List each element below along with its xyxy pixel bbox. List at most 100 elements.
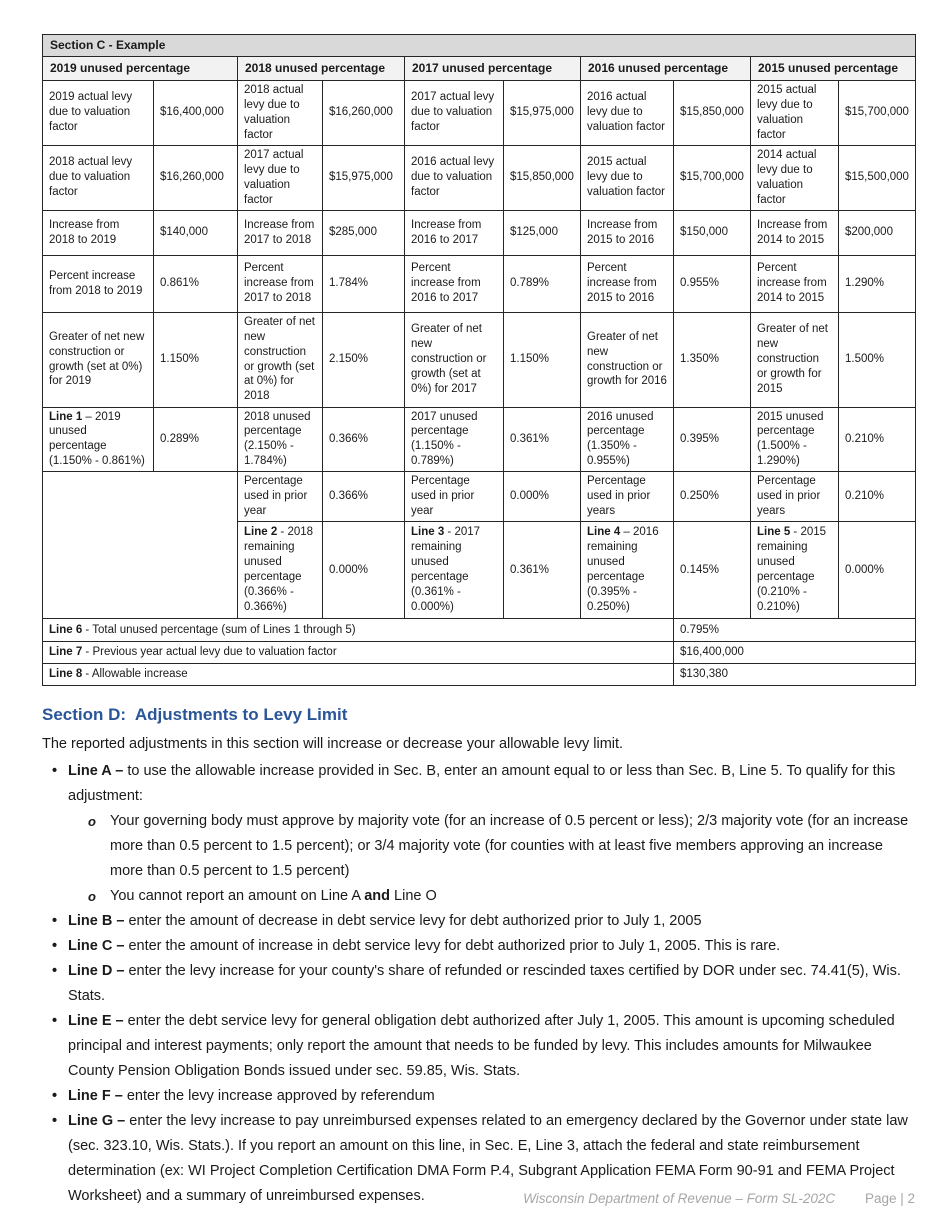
table-cell: $285,000 <box>322 209 405 256</box>
bullet-list: • Line A – to use the allowable increase … <box>42 759 916 1209</box>
table-row: Percentage used in prior year 0.366% Perce… <box>42 471 916 620</box>
table-cell: $15,850,000 <box>673 80 751 146</box>
table-cell: Percentage used in prior year <box>404 471 504 523</box>
table-cell: 2015 unused percentage (1.500% - 1.290%) <box>750 406 839 473</box>
bullet-text: Your governing body must approve by majo… <box>110 813 909 880</box>
section-c-table: Section C - Example 2019 unused percenta… <box>42 34 916 687</box>
table-cell: $15,700,000 <box>673 144 751 211</box>
bullet-text: Line D – enter the levy increase for you… <box>68 963 901 1005</box>
intro-paragraph: The reported adjustments in this section… <box>42 736 624 753</box>
bullet-marker: • <box>52 938 58 955</box>
table-cell: 1.290% <box>838 254 916 313</box>
table-cell: Percentage used in prior years <box>750 471 839 523</box>
col-header-2018: 2018 unused percentage <box>237 56 405 81</box>
table-cell: $15,850,000 <box>503 144 581 211</box>
section-d-heading: Section D: Adjustments to Levy Limit <box>42 705 348 725</box>
table-cell: 2015 actual levy due to valuation factor <box>580 144 674 211</box>
table-row: Line 8 - Allowable increase $130,380 <box>42 663 916 687</box>
table-cell: Increase from 2016 to 2017 <box>404 209 504 256</box>
bullet-text: Line F – enter the levy increase approve… <box>68 1088 435 1105</box>
table-cell: Increase from 2018 to 2019 <box>42 209 154 256</box>
table-row: Percent increase from 2018 to 2019 0.861%… <box>42 254 916 313</box>
table-cell: 0.789% <box>503 254 581 313</box>
table-row: Line 1 – 2019 unused percentage (1.150% … <box>42 406 916 473</box>
bullet-item: • Line B – enter the amount of decrease i… <box>52 909 916 934</box>
table-cell: $16,400,000 <box>153 80 238 146</box>
bullet-marker: • <box>52 1113 58 1130</box>
table-cell: $200,000 <box>838 209 916 256</box>
table-cell: 2019 actual levy due to valuation factor <box>42 80 154 146</box>
table-cell: $15,500,000 <box>838 144 916 211</box>
table-cell: 0.000% <box>838 521 916 620</box>
table-cell: 0.955% <box>673 254 751 313</box>
table-cell: Percent increase from 2014 to 2015 <box>750 254 839 313</box>
col-header-2016: 2016 unused percentage <box>580 56 751 81</box>
table-cell: Percent increase from 2017 to 2018 <box>237 254 323 313</box>
section-d: Section D: Adjustments to Levy Limit The… <box>42 704 916 1209</box>
bullet-marker: o <box>88 889 96 905</box>
table-cell: Line 2 - 2018 remaining unused percentag… <box>237 521 323 620</box>
table-cell: 2016 actual levy due to valuation factor <box>404 144 504 211</box>
table-cell: $16,260,000 <box>322 80 405 146</box>
footer-page-number: Page | 2 <box>864 1191 915 1206</box>
footer-form-name: Wisconsin Department of Revenue – Form S… <box>523 1191 836 1206</box>
bullet-marker: • <box>52 913 58 930</box>
table-cell: Line 7 - Previous year actual levy due t… <box>42 641 674 665</box>
table-cell: 0.795% <box>673 618 916 643</box>
table-cell: $125,000 <box>503 209 581 256</box>
table-cell: 0.395% <box>673 406 751 473</box>
table-cell: 2018 actual levy due to valuation factor <box>237 80 323 146</box>
table-cell: 0.289% <box>153 406 238 473</box>
bullet-item: • Line A – to use the allowable increase … <box>52 759 916 809</box>
table-cell: 2016 unused percentage (1.350% - 0.955%) <box>580 406 674 473</box>
table-cell: Percentage used in prior years <box>580 471 674 523</box>
table-cell: 2015 actual levy due to valuation factor <box>750 80 839 146</box>
bullet-marker: • <box>52 1088 58 1105</box>
table-cell: $150,000 <box>673 209 751 256</box>
table-row: 2018 actual levy due to valuation factor… <box>42 144 916 211</box>
table-row: 2019 actual levy due to valuation factor… <box>42 80 916 146</box>
table-column-header-row: 2019 unused percentage 2018 unused perce… <box>42 56 916 81</box>
table-cell: 2018 unused percentage (2.150% - 1.784%) <box>237 406 323 473</box>
table-cell: Greater of net new construction or growt… <box>42 311 154 408</box>
table-cell: Line 6 - Total unused percentage (sum of… <box>42 618 674 643</box>
bullet-marker: o <box>88 814 96 830</box>
col-header-2019: 2019 unused percentage <box>42 56 238 81</box>
table-cell: Increase from 2015 to 2016 <box>580 209 674 256</box>
sub-bullet-item: o Your governing body must approve by maj… <box>88 809 916 884</box>
bullet-text: Line C – enter the amount of increase in… <box>68 938 781 955</box>
table-cell: $16,260,000 <box>153 144 238 211</box>
bullet-item: • Line G – enter the levy increase to pay… <box>52 1109 916 1209</box>
table-cell: Increase from 2014 to 2015 <box>750 209 839 256</box>
table-cell: $15,700,000 <box>838 80 916 146</box>
bullet-text: Line B – enter the amount of decrease in… <box>68 913 702 930</box>
bullet-item: • Line D – enter the levy increase for yo… <box>52 959 916 1009</box>
table-cell: Increase from 2017 to 2018 <box>237 209 323 256</box>
table-cell: Line 5 - 2015 remaining unused percentag… <box>750 521 839 620</box>
table-cell: Line 4 – 2016 remaining unused percentag… <box>580 521 674 620</box>
bullet-text: You cannot report an amount on Line A an… <box>110 888 437 905</box>
table-cell: Percentage used in prior year <box>237 471 323 523</box>
bullet-text: Line A – to use the allowable increase p… <box>68 763 896 805</box>
bullet-marker: • <box>52 1013 58 1030</box>
table-cell: 0.366% <box>322 471 405 523</box>
table-cell: 2.150% <box>322 311 405 408</box>
table-cell: 0.361% <box>503 406 581 473</box>
table-cell: 0.145% <box>673 521 751 620</box>
table-cell: 1.150% <box>153 311 238 408</box>
table-row: Increase from 2018 to 2019 $140,000 Increa… <box>42 209 916 256</box>
table-cell: $16,400,000 <box>673 641 916 665</box>
table-cell <box>42 471 238 620</box>
table-cell: Line 3 - 2017 remaining unused percentag… <box>404 521 504 620</box>
table-cell: Line 8 - Allowable increase <box>42 663 674 687</box>
table-cell: 0.210% <box>838 406 916 473</box>
bullet-item: • Line C – enter the amount of increase i… <box>52 934 916 959</box>
table-cell: Percent increase from 2016 to 2017 <box>404 254 504 313</box>
table-cell: $140,000 <box>153 209 238 256</box>
table-cell: 0.210% <box>838 471 916 523</box>
table-cell: Greater of net new construction or growt… <box>404 311 504 408</box>
table-cell: Percent increase from 2015 to 2016 <box>580 254 674 313</box>
table-cell: 2017 actual levy due to valuation factor <box>404 80 504 146</box>
table-cell: Greater of net new construction or growt… <box>237 311 323 408</box>
